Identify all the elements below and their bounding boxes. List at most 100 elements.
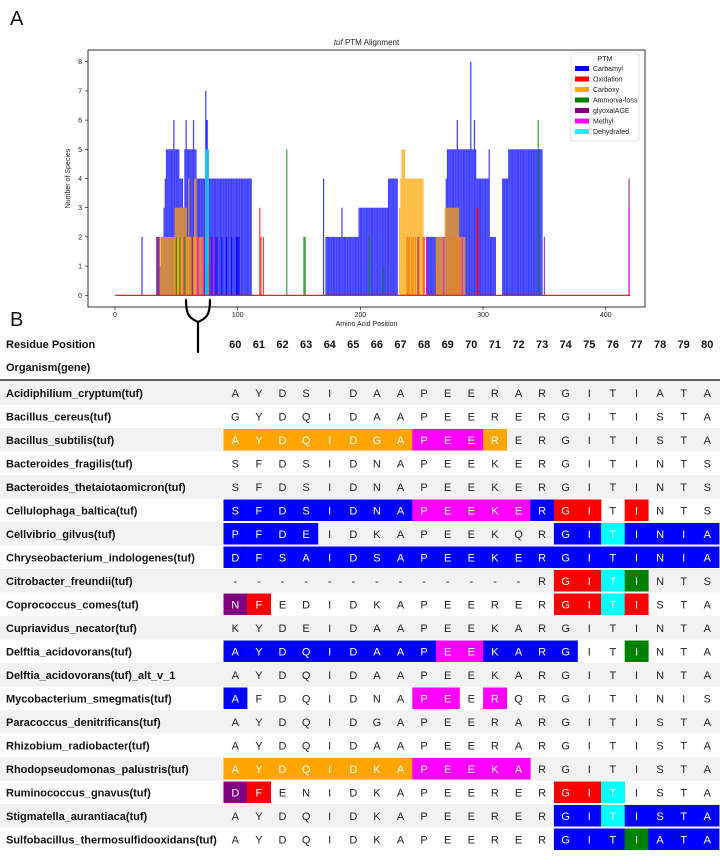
residue-highlight <box>223 640 248 662</box>
bar <box>160 236 163 296</box>
bar <box>536 149 538 296</box>
residue-cell: K <box>491 764 499 776</box>
bar <box>526 149 528 296</box>
bar <box>521 149 523 296</box>
bar <box>191 236 193 296</box>
residue-highlight <box>577 546 602 568</box>
residue-cell: I <box>328 834 331 846</box>
bar <box>479 178 482 296</box>
organism-name: Cupriavidus_necator(tuf) <box>6 623 137 635</box>
residue-cell: D <box>279 505 287 517</box>
residue-cell: G <box>561 529 570 541</box>
residue-cell: - <box>375 576 379 588</box>
bar <box>491 236 493 296</box>
residue-cell: E <box>444 787 451 799</box>
bar <box>403 149 406 296</box>
bar <box>329 236 331 296</box>
bar <box>341 207 343 296</box>
legend-swatch <box>575 76 589 82</box>
table-row: Sulfobacillus_thermosulfidooxidans(tuf) A… <box>6 828 720 850</box>
residue-cell: A <box>704 811 712 823</box>
residue-cell: T <box>610 764 617 776</box>
residue-cell: R <box>491 834 499 846</box>
residue-cell: D <box>279 435 287 447</box>
bar <box>369 207 371 296</box>
bar <box>484 178 487 296</box>
bar <box>250 178 252 296</box>
residue-highlight <box>553 640 578 662</box>
residue-cell: R <box>538 811 546 823</box>
bar <box>358 207 360 296</box>
residue-cell: S <box>656 787 663 799</box>
residue-highlight <box>624 546 649 568</box>
residue-highlight <box>223 687 248 709</box>
table-row: Coprococcus_comes(tuf) N F E D I D K A P E E R E R G I T I… <box>6 593 712 615</box>
residue-cell: A <box>515 623 523 635</box>
bar <box>201 236 203 296</box>
residue-cell: D <box>279 411 287 423</box>
residue-highlight <box>577 593 602 615</box>
bar <box>248 178 250 296</box>
residue-cell: G <box>561 576 570 588</box>
bar <box>208 236 211 296</box>
residue-cell: A <box>515 740 523 752</box>
bar <box>384 207 386 296</box>
residue-cell: A <box>656 388 664 400</box>
residue-cell: E <box>468 623 475 635</box>
bar <box>214 236 217 296</box>
panel-label-a: A <box>10 8 24 30</box>
residue-cell: K <box>491 529 499 541</box>
y-tick-label: 7 <box>78 88 82 95</box>
residue-cell: T <box>610 458 617 470</box>
residue-highlight <box>483 640 507 662</box>
bar <box>457 207 460 296</box>
table-row: Bacteroides_fragilis(tuf) S F D S I D N A P E E K E R G… <box>6 458 711 470</box>
bar <box>461 236 463 296</box>
residue-highlight <box>270 640 295 662</box>
residue-cell: E <box>515 599 522 611</box>
residue-highlight <box>270 429 295 451</box>
ptm-alignment-chart: tuf PTM Alignment 0 100 200 300 400 0 1 2 3 4 5 6 7 8 A… <box>65 38 646 328</box>
residue-cell: E <box>444 670 451 682</box>
table-row: Ruminococcus_gnavus(tuf) D F E N I D K A P E E R E R G I… <box>6 781 712 803</box>
bar <box>446 207 449 296</box>
bar <box>370 207 373 296</box>
table-row: Mycobacterium_smegmatis(tuf) A F D Q I D N A P E E R… <box>6 687 711 709</box>
residue-cell: D <box>279 740 287 752</box>
bar <box>173 236 175 296</box>
residue-cell: A <box>704 529 712 541</box>
residue-highlight <box>341 640 366 662</box>
residue-cell: D <box>279 764 287 776</box>
residue-cell: A <box>232 811 240 823</box>
residue-cell: I <box>682 529 685 541</box>
bar <box>417 236 419 296</box>
bar <box>540 149 542 296</box>
bar <box>186 149 188 296</box>
residue-cell: R <box>491 693 499 705</box>
bar <box>481 178 483 296</box>
position-header: 76 <box>607 339 619 351</box>
bar <box>219 178 222 296</box>
residue-cell: I <box>635 482 638 494</box>
residue-highlight <box>553 828 578 850</box>
bar <box>189 236 191 296</box>
residue-highlight <box>223 758 248 780</box>
residue-position-header: Residue Position <box>6 339 96 351</box>
residue-cell: - <box>328 576 332 588</box>
residue-highlight <box>601 805 625 827</box>
y-tick-label: 3 <box>78 205 82 212</box>
residue-cell: Q <box>302 740 311 752</box>
bar <box>529 149 531 296</box>
residue-highlight <box>459 546 484 568</box>
bar <box>452 207 455 296</box>
table-row: Acidiphilium_cryptum(tuf) A Y D S I D A A P E E R A R G… <box>0 381 720 405</box>
residue-cell: N <box>373 482 381 494</box>
residue-highlight <box>506 546 531 568</box>
bar <box>226 236 228 296</box>
residue-cell: P <box>420 623 427 635</box>
residue-cell: G <box>561 599 570 611</box>
bar <box>433 236 435 296</box>
residue-highlight <box>435 499 460 521</box>
residue-cell: Q <box>302 411 311 423</box>
